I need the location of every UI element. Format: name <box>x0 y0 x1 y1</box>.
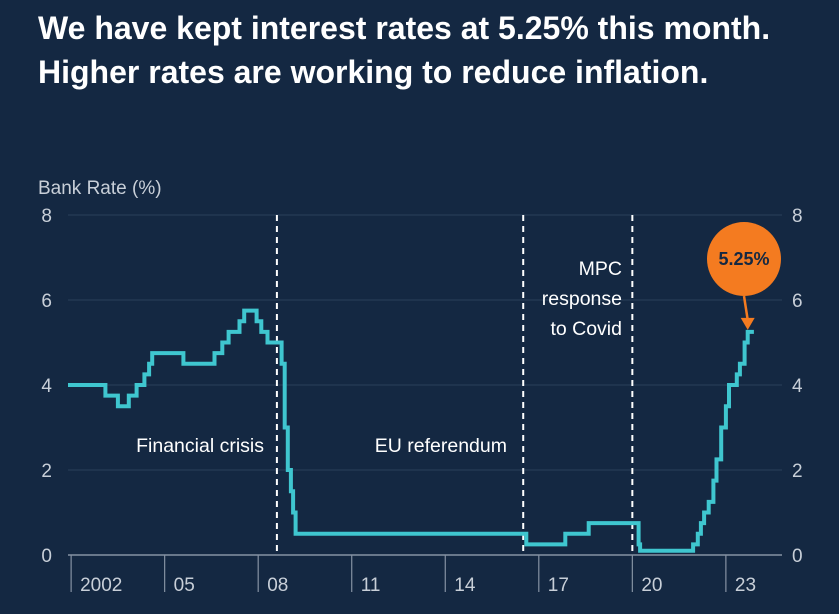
y-ticks-left: 0 2 4 6 8 <box>41 206 52 567</box>
y-tick-left-4: 4 <box>41 376 52 397</box>
y-tick-right-4: 4 <box>792 376 803 397</box>
y-tick-right-2: 2 <box>792 461 803 482</box>
x-tick-label-14: 14 <box>454 575 476 596</box>
y-ticks-right: 0 2 4 6 8 <box>792 206 803 567</box>
x-tick-label-08: 08 <box>267 575 288 596</box>
callout-arrow-line <box>742 295 749 321</box>
annotation-financial-crisis: Financial crisis <box>136 435 264 457</box>
y-axis-label: Bank Rate (%) <box>38 178 162 199</box>
y-tick-left-2: 2 <box>41 461 52 482</box>
annotation-eu-referendum: EU referendum <box>375 435 507 457</box>
annotation-covid-line2: response <box>542 288 622 310</box>
x-tick-label-11: 11 <box>361 575 381 596</box>
callout-label: 5.25% <box>718 249 769 269</box>
x-tick-label-23: 23 <box>735 575 756 596</box>
x-axis: 2002 05 08 11 14 17 20 23 <box>68 554 782 596</box>
gridlines <box>68 214 782 556</box>
x-tick-label-17: 17 <box>548 575 569 596</box>
y-tick-right-0: 0 <box>792 546 803 567</box>
y-tick-right-6: 6 <box>792 291 803 312</box>
callout-current-rate: 5.25% <box>707 222 781 330</box>
callout-circle <box>707 222 781 296</box>
x-tick-label-2002: 2002 <box>80 575 122 596</box>
callout-arrow-head <box>740 317 755 330</box>
y-tick-right-8: 8 <box>792 206 803 227</box>
y-tick-left-0: 0 <box>41 546 52 567</box>
series-line-bank-rate <box>68 308 754 553</box>
y-tick-left-8: 8 <box>41 206 52 227</box>
annotation-covid-line1: MPC <box>579 258 622 280</box>
event-lines <box>275 215 634 555</box>
x-tick-label-20: 20 <box>641 575 662 596</box>
x-tick-label-05: 05 <box>174 575 195 596</box>
annotation-covid-line3: to Covid <box>550 318 622 340</box>
headline: We have kept interest rates at 5.25% thi… <box>38 10 771 90</box>
y-tick-left-6: 6 <box>41 291 52 312</box>
